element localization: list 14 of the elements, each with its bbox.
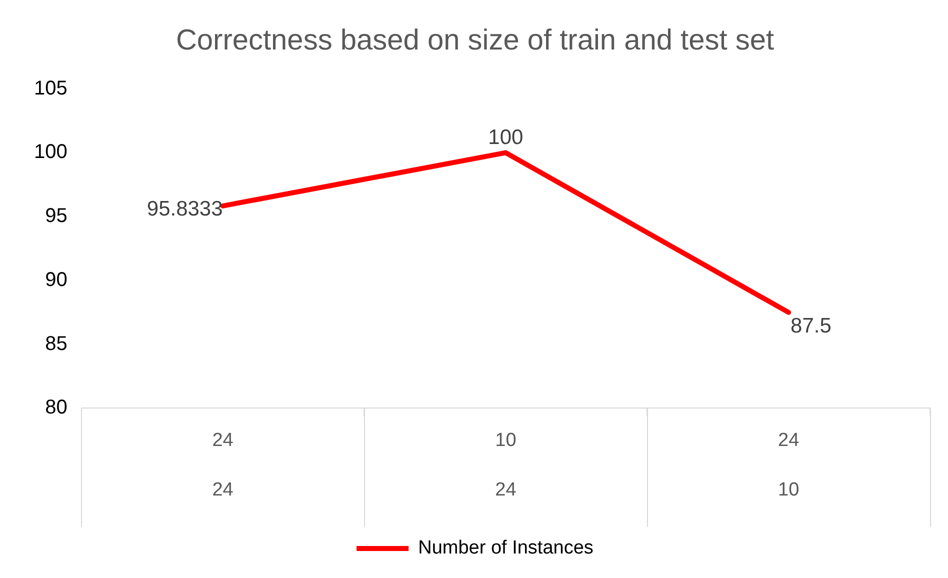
data-label: 100: [488, 126, 524, 149]
category-label: 24 10: [778, 430, 800, 501]
data-label: 95.8333: [146, 198, 223, 221]
category-label: 24 24: [212, 430, 234, 501]
data-label: 87.5: [790, 314, 832, 338]
legend-label: Number of Instances: [418, 538, 594, 559]
y-tick-label: 105: [34, 77, 68, 100]
y-tick-label: 85: [45, 332, 68, 355]
category-label: 10 24: [495, 430, 516, 501]
y-tick-label: 95: [45, 205, 68, 228]
y-tick-label: 100: [34, 141, 68, 164]
y-tick-label: 90: [45, 268, 68, 291]
chart-title: Correctness based on size of train and test set: [176, 24, 774, 56]
y-tick-label: 80: [45, 396, 68, 419]
